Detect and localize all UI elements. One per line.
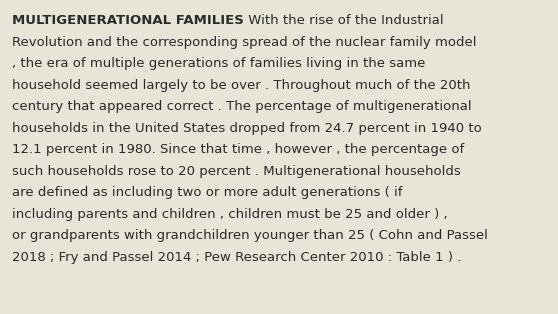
Text: Revolution and the corresponding spread of the nuclear family model: Revolution and the corresponding spread … <box>12 35 477 49</box>
Text: such households rose to 20 percent . Multigenerational households: such households rose to 20 percent . Mul… <box>12 165 461 178</box>
Text: household seemed largely to be over . Throughout much of the 20th: household seemed largely to be over . Th… <box>12 78 471 92</box>
Text: households in the United States dropped from 24.7 percent in 1940 to: households in the United States dropped … <box>12 122 482 135</box>
Text: are defined as including two or more adult generations ( if: are defined as including two or more adu… <box>12 186 403 199</box>
Text: MULTIGENERATIONAL FAMILIES: MULTIGENERATIONAL FAMILIES <box>12 14 244 27</box>
Text: , the era of multiple generations of families living in the same: , the era of multiple generations of fam… <box>12 57 426 70</box>
Text: or grandparents with grandchildren younger than 25 ( Cohn and Passel: or grandparents with grandchildren young… <box>12 229 488 242</box>
Text: century that appeared correct . The percentage of multigenerational: century that appeared correct . The perc… <box>12 100 472 113</box>
Text: 12.1 percent in 1980. Since that time , however , the percentage of: 12.1 percent in 1980. Since that time , … <box>12 143 464 156</box>
Text: including parents and children , children must be 25 and older ) ,: including parents and children , childre… <box>12 208 448 221</box>
Text: With the rise of the Industrial: With the rise of the Industrial <box>244 14 444 27</box>
Text: 2018 ; Fry and Passel 2014 ; Pew Research Center 2010 : Table 1 ) .: 2018 ; Fry and Passel 2014 ; Pew Researc… <box>12 251 461 264</box>
